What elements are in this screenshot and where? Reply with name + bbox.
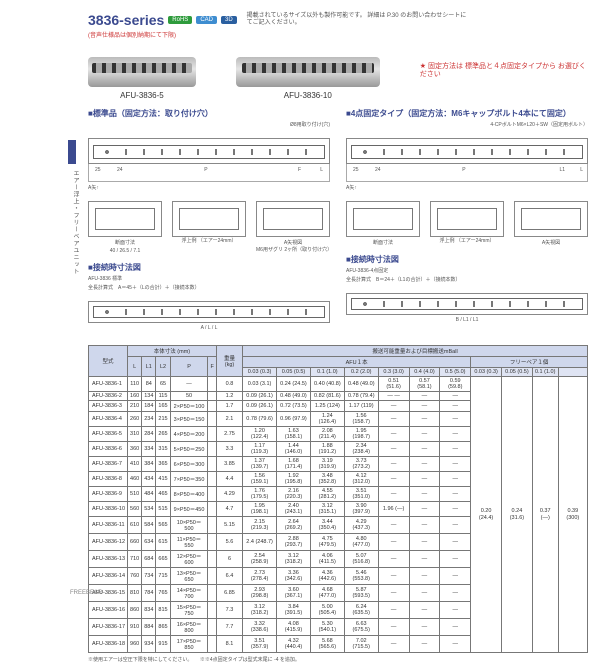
product-right: AFU-3836-10 bbox=[236, 57, 380, 100]
badge-rohs: RoHS bbox=[168, 16, 192, 24]
th-model: 型式 bbox=[89, 346, 128, 377]
conn-left-view bbox=[88, 301, 330, 323]
mini-arrow-a: A矢視図 M6用ザグリ 2ヶ所（取り付け穴） bbox=[256, 201, 330, 254]
th-body-group: 本体寸法 (mm) bbox=[128, 346, 217, 357]
fixation-note: 固定方法は 標準品と４点固定タイプから お選びください bbox=[420, 63, 588, 78]
conn-left-dim: A / L / L bbox=[88, 325, 330, 331]
product-photo-row: AFU-3836-5 AFU-3836-10 固定方法は 標準品と４点固定タイプ… bbox=[88, 57, 588, 100]
fourpt-arrow-note: A矢↑ bbox=[346, 184, 588, 191]
conn-right-dim: B / L1 / L1 bbox=[346, 317, 588, 323]
conn-left-calc: 全長計算式 A＝45＋（Lの合計）＋（接続本数） bbox=[88, 284, 330, 291]
table-row: AFU-3836-11108465—0.80.03 (3.1)0.24 (24.… bbox=[89, 377, 588, 392]
product-right-label: AFU-3836-10 bbox=[236, 91, 380, 100]
std-mini-row: 断面寸法 40 / 26.5 / 7.1 浮上例 （エアー24mm） A矢視図 … bbox=[88, 201, 330, 254]
badge-cad: CAD bbox=[196, 16, 217, 24]
badge-3d: 3D bbox=[221, 16, 237, 24]
th-ball-group: 搬送可能重量および目標搬送mBall bbox=[243, 346, 588, 357]
header-subnote: (音声仕様品は個別納期にて下限) bbox=[88, 30, 588, 39]
header-caption: 掲載されているサイズ以外も製作可能です。 詳細は P.30 のお問い合わせシート… bbox=[247, 13, 467, 26]
spec-table-body: AFU-3836-11108465—0.80.03 (3.1)0.24 (24.… bbox=[89, 377, 588, 653]
drawing-columns: ■標準品（固定方法：取り付け穴） Ø8用取り付け(穴) 25 24 P F L … bbox=[88, 100, 588, 331]
th-afu-group: AFU１本 bbox=[243, 357, 471, 368]
conn-right-view bbox=[346, 293, 588, 315]
conn-left-sub: AFU-3836 標準 bbox=[88, 275, 330, 282]
std-title: ■標準品（固定方法：取り付け穴） bbox=[88, 108, 330, 119]
std-hole-note: Ø8用取り付け(穴) bbox=[88, 121, 330, 128]
sidebar-accent bbox=[68, 140, 76, 164]
mini-float: 浮上例 （エアー24mm） bbox=[172, 201, 246, 254]
std-plan-view bbox=[88, 138, 330, 164]
col-standard: ■標準品（固定方法：取り付け穴） Ø8用取り付け(穴) 25 24 P F L … bbox=[88, 100, 330, 331]
spec-table: 型式 本体寸法 (mm) 重量 (kg) 搬送可能重量および目標搬送mBall … bbox=[88, 345, 588, 653]
header-row: 3836-series RoHS CAD 3D 掲載されているサイズ以外も製作可… bbox=[88, 12, 588, 28]
col-4pt: ■4点固定タイプ（固定方法：M6キャップボルト4本にて固定） 4-CPボルトM6… bbox=[346, 100, 588, 331]
spec-table-head: 型式 本体寸法 (mm) 重量 (kg) 搬送可能重量および目標搬送mBall … bbox=[89, 346, 588, 377]
series-title: 3836-series bbox=[88, 12, 164, 28]
fourpt-title: ■4点固定タイプ（固定方法：M6キャップボルト4本にて固定） bbox=[346, 108, 588, 119]
conn-right-calc: 全長計算式 B＝24＋（L1の合計）＋（接続本数） bbox=[346, 276, 588, 283]
mini-section: 断面寸法 40 / 26.5 / 7.1 bbox=[88, 201, 162, 254]
fourpt-small: 4-CPボルトM6×L20＋SW（固定用ボルト） bbox=[346, 121, 588, 128]
th-weight: 重量 (kg) bbox=[216, 346, 242, 377]
product-left-image bbox=[88, 57, 196, 87]
product-right-image bbox=[236, 57, 380, 87]
th-free-group: フリーベア１個 bbox=[471, 357, 588, 368]
page-content: 3836-series RoHS CAD 3D 掲載されているサイズ以外も製作可… bbox=[88, 12, 588, 663]
fourpt-plan-view bbox=[346, 138, 588, 164]
page-footer: FREEBEAR bbox=[70, 590, 102, 596]
sidebar-category: エアー浮上・フリーベアユニット bbox=[70, 170, 80, 275]
spec-table-wrap: 型式 本体寸法 (mm) 重量 (kg) 搬送可能重量および目標搬送mBall … bbox=[88, 345, 588, 663]
conn-right-title: ■接続時寸法図 bbox=[346, 254, 588, 265]
conn-right-sub: AFU-3836-4点固定 bbox=[346, 267, 588, 274]
table-footnote: ※使用エアーは空圧下限を特にしてください。 ※※4点固定タイプは型式末尾に -4… bbox=[88, 656, 588, 663]
fourpt-mini-row: 断面寸法 浮上例 （エアー24mm） A矢視図 bbox=[346, 201, 588, 246]
std-arrow-note: A矢↑ bbox=[88, 184, 330, 191]
std-dim-bar: 25 24 P F L bbox=[88, 164, 330, 182]
fourpt-dim-bar: 25 24 P L1 L bbox=[346, 164, 588, 182]
product-left: AFU-3836-5 bbox=[88, 57, 196, 100]
conn-left-title: ■接続時寸法図 bbox=[88, 262, 330, 273]
product-left-label: AFU-3836-5 bbox=[88, 91, 196, 100]
